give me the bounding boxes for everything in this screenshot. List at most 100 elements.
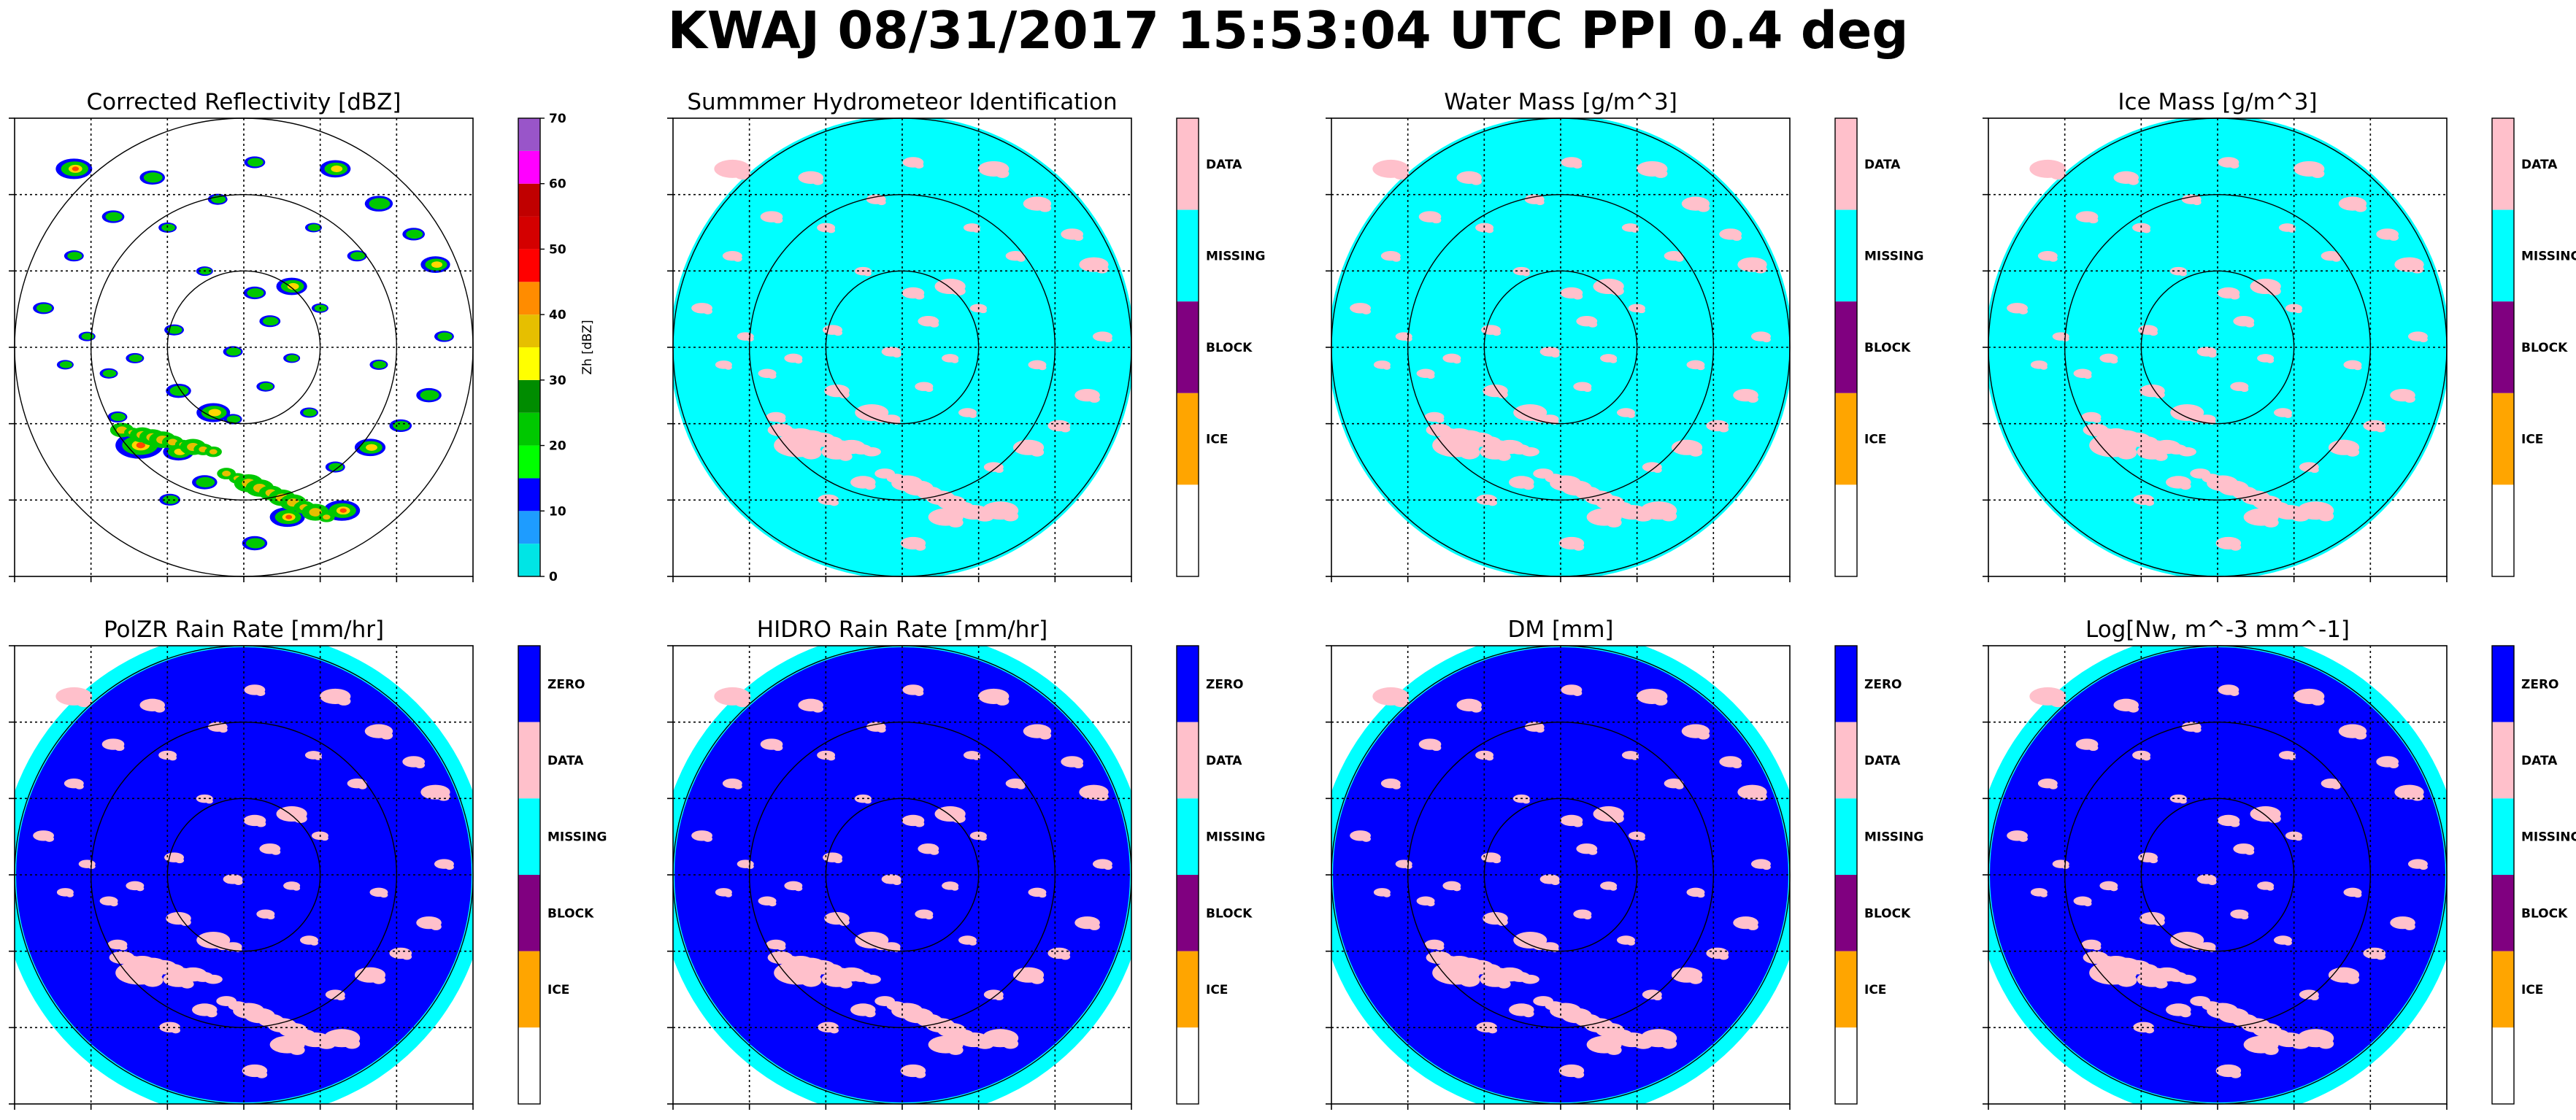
- colorbar-tick-label: 70: [549, 112, 566, 126]
- colorbar-label: MISSING: [1206, 249, 1265, 263]
- rain-streak-core: [167, 439, 178, 446]
- echo-cell-fragment: [734, 169, 751, 180]
- colorbar-segment: [1177, 951, 1199, 1028]
- colorbar-label: MISSING: [2521, 830, 2576, 845]
- echo-cell-fragment: [827, 228, 836, 233]
- echo-cell-fragment: [1697, 204, 1710, 212]
- colorbar-segment: [518, 445, 540, 479]
- echo-cell-fragment: [2240, 387, 2249, 393]
- echo-cell-core: [196, 476, 215, 487]
- echo-cell-fragment: [1426, 901, 1435, 907]
- echo-cell-fragment: [2310, 995, 2319, 1001]
- echo-cell-fragment: [1392, 256, 1401, 262]
- echo-cell-fragment: [2154, 979, 2168, 989]
- echo-cell-fragment: [1453, 358, 1461, 364]
- echo-cell-fragment: [777, 944, 786, 951]
- echo-cell-fragment: [2115, 446, 2137, 460]
- echo-cell-fragment: [768, 901, 777, 907]
- colorbar-segment: [1835, 118, 1857, 210]
- echo-cell-fragment: [205, 798, 213, 804]
- echo-cell-fragment: [839, 452, 853, 461]
- echo-cell-fragment: [834, 330, 842, 336]
- echo-cell-fragment: [2245, 849, 2255, 855]
- range-ring: [2064, 721, 2372, 1029]
- echo-cell-fragment: [979, 835, 987, 841]
- echo-cell-fragment: [109, 901, 118, 907]
- echo-cell-fragment: [2018, 835, 2028, 842]
- echo-cell-fragment: [1492, 330, 1501, 336]
- echo-cell-fragment: [969, 412, 977, 418]
- echo-cell-fragment: [1535, 199, 1545, 206]
- echo-cell-fragment: [2110, 886, 2118, 892]
- echo-cell-core: [162, 495, 179, 504]
- echo-cell-fragment: [2083, 901, 2092, 907]
- colorbar-label: BLOCK: [1206, 906, 1253, 921]
- echo-cell-fragment: [1431, 217, 1442, 224]
- echo-cell-fragment: [266, 914, 275, 920]
- echo-cell-fragment: [1610, 358, 1618, 363]
- echo-cell-fragment: [839, 979, 853, 989]
- echo-cell-fragment: [1688, 975, 1703, 984]
- echo-cell-fragment: [380, 892, 388, 898]
- colorbar-segment: [2492, 722, 2514, 799]
- echo-cell-fragment: [1038, 892, 1047, 898]
- echo-cell-fragment: [1606, 1045, 1622, 1055]
- colorbar-label: MISSING: [1864, 830, 1923, 845]
- colorbar-segment: [1835, 484, 1857, 576]
- echo-cell-fragment: [1361, 835, 1371, 842]
- panel: Summmer Hydrometeor Identification DATA MI…: [667, 89, 1265, 582]
- panel: Corrected Reflectivity [dBZ] 0 10 20 30 40 50 6…: [9, 89, 595, 584]
- colorbar-segment: [518, 951, 540, 1028]
- echo-cell-core: [128, 354, 143, 362]
- echo-cell-fragment: [1522, 798, 1530, 804]
- echo-cell-fragment: [2092, 417, 2102, 423]
- colorbar-label: ICE: [2521, 983, 2543, 997]
- echo-cell-fragment: [2267, 358, 2275, 363]
- echo-cell-fragment: [1383, 365, 1391, 370]
- echo-cell-fragment: [1610, 814, 1624, 824]
- panel: PolZR Rain Rate [mm/hr] ZERO DATA MISSING BL…: [9, 617, 607, 1110]
- colorbar-segment: [1835, 1027, 1857, 1104]
- echo-cell-fragment: [2179, 798, 2187, 804]
- echo-cell-fragment: [118, 944, 128, 951]
- echo-cell-core: [393, 421, 410, 430]
- colorbar-tick-label: 10: [549, 504, 566, 519]
- echo-cell-fragment: [1104, 864, 1112, 870]
- echo-cell-fragment: [1393, 697, 1410, 708]
- rain-streak-segment: [2177, 974, 2196, 984]
- echo-cell-fragment: [800, 446, 822, 460]
- colorbar-segment: [1177, 1027, 1199, 1104]
- echo-cell-fragment: [1453, 886, 1461, 892]
- echo-cell-fragment: [1470, 705, 1482, 713]
- echo-cell-fragment: [1104, 336, 1112, 343]
- echo-cell-fragment: [1573, 1071, 1585, 1078]
- echo-cell-fragment: [1653, 467, 1662, 474]
- colorbar-segment: [1835, 722, 1857, 799]
- colorbar-tick-label: 50: [549, 242, 566, 257]
- range-ring: [2140, 270, 2295, 425]
- colorbar-segment: [518, 118, 540, 151]
- echo-cell-fragment: [2345, 447, 2360, 457]
- colorbar-frame: [2491, 645, 2515, 1105]
- echo-cell-core: [420, 390, 439, 401]
- echo-cell-core: [169, 385, 189, 396]
- colorbar-segment: [1177, 875, 1199, 951]
- echo-cell-fragment: [2039, 892, 2048, 897]
- echo-cell-fragment: [171, 1027, 180, 1034]
- colorbar-segment: [2492, 798, 2514, 875]
- echo-cell-fragment: [2039, 365, 2048, 370]
- colorbar-segment: [1177, 393, 1199, 485]
- panel-title: PolZR Rain Rate [mm/hr]: [104, 617, 384, 643]
- echo-cell-fragment: [1016, 784, 1026, 789]
- echo-cell-fragment: [320, 835, 328, 841]
- colorbar-segment: [2492, 484, 2514, 576]
- echo-cell-fragment: [256, 1071, 268, 1078]
- echo-cell-fragment: [746, 864, 754, 869]
- echo-cell-fragment: [271, 849, 281, 855]
- echo-cell-core: [67, 252, 82, 260]
- rain-streak-segment: [204, 974, 223, 984]
- panel: Log[Nw, m^-3 mm^-1] ZERO DATA MISSING BLOCK I…: [1983, 617, 2576, 1110]
- echo-cell-fragment: [2318, 511, 2334, 522]
- echo-cell-core: [81, 333, 94, 340]
- echo-cell-fragment: [1747, 923, 1758, 930]
